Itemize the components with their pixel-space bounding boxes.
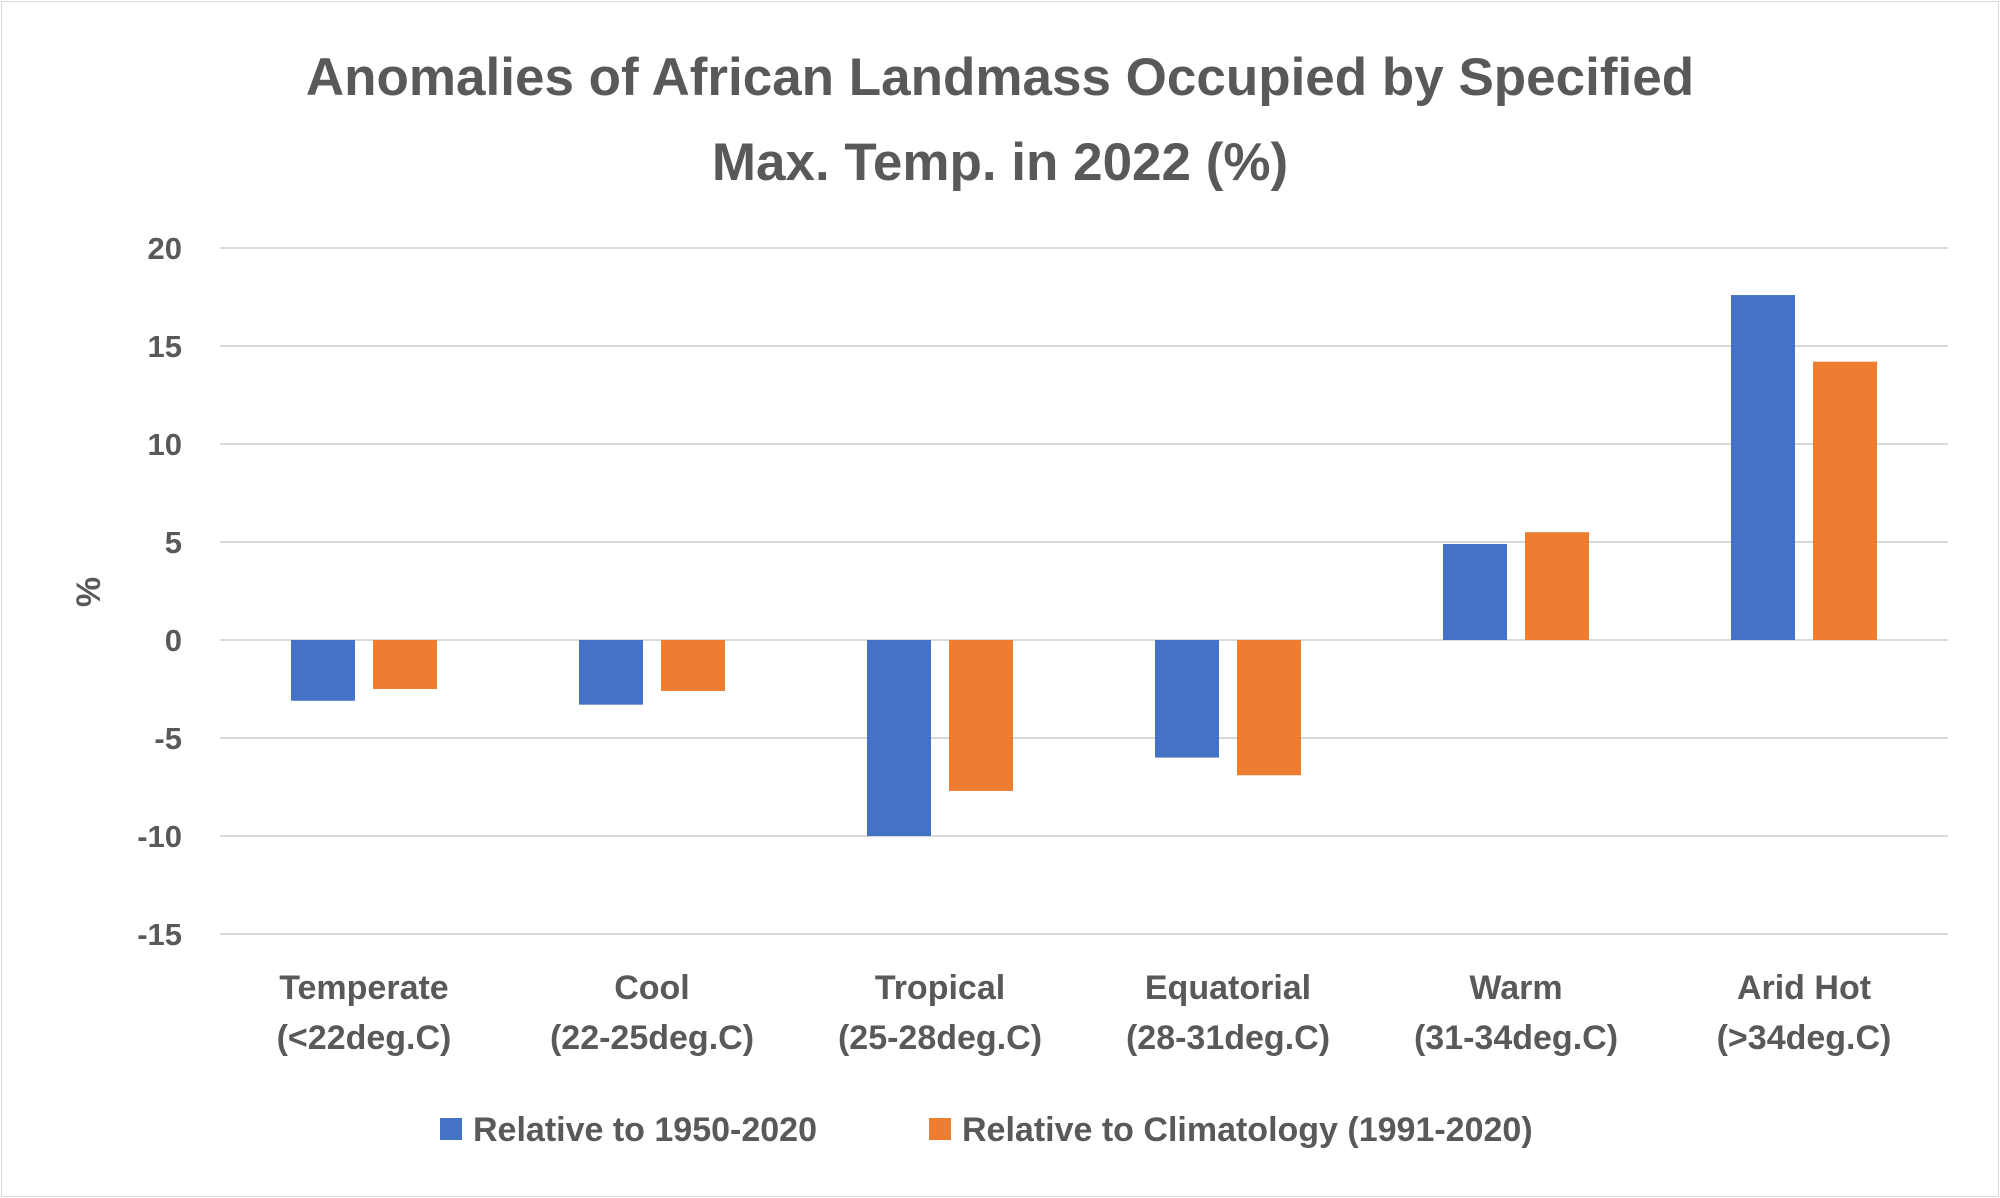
x-category-label: Arid Hot (1737, 969, 1871, 1007)
x-category-label: (25-28deg.C) (838, 1019, 1042, 1057)
x-category-label: (<22deg.C) (277, 1019, 452, 1057)
y-axis-title: % (70, 577, 108, 607)
x-category-label: Temperate (279, 969, 448, 1007)
bar-series-2-cat-2 (661, 640, 725, 691)
y-axis-ticks: 20 15 10 5 0 -5 -10 -15 (137, 231, 182, 952)
x-category-label: Tropical (875, 969, 1005, 1007)
legend-label-2: Relative to Climatology (1991-2020) (962, 1111, 1533, 1149)
legend-swatch-1 (440, 1118, 462, 1140)
y-tick-label: 15 (148, 329, 182, 364)
y-tick-label: 20 (148, 231, 182, 266)
y-axis-label: % (70, 577, 108, 607)
bar-series-1-cat-4 (1155, 640, 1219, 758)
bar-series-2-cat-1 (373, 640, 437, 689)
bar-series-2-cat-5 (1525, 532, 1589, 640)
legend-label-1: Relative to 1950-2020 (473, 1111, 817, 1149)
bar-series-2-cat-6 (1813, 361, 1877, 640)
bar-series-1-cat-3 (867, 640, 931, 836)
bar-series-1-cat-6 (1731, 295, 1795, 640)
x-category-label: (28-31deg.C) (1126, 1019, 1330, 1057)
x-category-label: (>34deg.C) (1717, 1019, 1892, 1057)
x-category-label: Equatorial (1145, 969, 1311, 1007)
bar-series-2-cat-3 (949, 640, 1013, 791)
gridlines (220, 247, 1948, 935)
x-axis-categories: Temperate (<22deg.C) Cool (22-25deg.C) Tropi… (277, 969, 1892, 1057)
chart-title: Anomalies of African Landmass Occupied b… (306, 48, 1694, 192)
y-tick-label: -10 (137, 819, 182, 854)
y-tick-label: -15 (137, 917, 182, 952)
y-tick-label: 10 (148, 427, 182, 462)
bar-series-1-cat-5 (1443, 543, 1507, 640)
bar-series-2-cat-4 (1237, 640, 1301, 776)
bar-series-1-cat-1 (291, 640, 355, 701)
x-category-label: (31-34deg.C) (1414, 1019, 1618, 1057)
bars (291, 295, 1877, 836)
chart-title-line-1: Anomalies of African Landmass Occupied b… (306, 48, 1694, 107)
y-tick-label: -5 (154, 721, 182, 756)
legend: Relative to 1950-2020 Relative to Climato… (440, 1111, 1533, 1149)
y-tick-label: 5 (165, 525, 182, 560)
x-category-label: (22-25deg.C) (550, 1019, 754, 1057)
y-tick-label: 0 (165, 623, 182, 658)
x-category-label: Warm (1469, 969, 1562, 1007)
legend-swatch-2 (929, 1118, 951, 1140)
chart-title-line-2: Max. Temp. in 2022 (%) (712, 133, 1288, 192)
x-category-label: Cool (614, 969, 690, 1007)
bar-series-1-cat-2 (579, 640, 643, 705)
